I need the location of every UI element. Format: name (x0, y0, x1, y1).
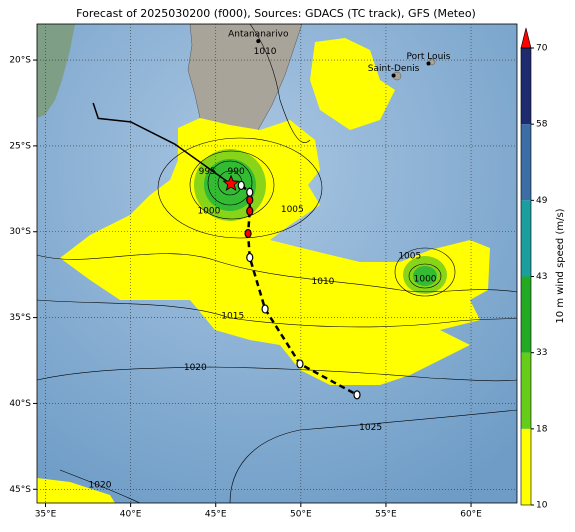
colorbar-tick-label: 10 (536, 501, 548, 511)
colorbar-tick-label: 43 (536, 272, 547, 282)
colorbar-segment (521, 200, 531, 277)
y-tick-label: 25°S (9, 141, 31, 151)
wind-area (413, 266, 437, 286)
x-tick-label: 40°E (120, 510, 142, 520)
isobar-label: 1015 (221, 311, 244, 321)
x-tick-label: 45°E (205, 510, 227, 520)
colorbar-segment (521, 428, 531, 505)
past-track (92, 102, 230, 184)
x-tick-label: 55°E (375, 510, 397, 520)
colorbar-tick-label: 58 (536, 120, 548, 130)
isobar-label: 1010 (312, 277, 335, 287)
colorbar-segment (521, 124, 531, 201)
colorbar-segment (521, 276, 531, 353)
y-tick-label: 35°S (9, 313, 31, 323)
isobar-label: 995 (199, 167, 216, 177)
track-point (246, 187, 254, 197)
track-point (296, 359, 304, 369)
plot-frame (36, 23, 518, 504)
isobar-label: 1010 (254, 47, 277, 57)
colorbar-segment (521, 352, 531, 429)
isobar-label: 1005 (281, 205, 304, 215)
city-marker (426, 61, 431, 66)
track-point (353, 390, 361, 400)
track-point (246, 195, 254, 205)
city-label: Antananarivo (228, 30, 289, 40)
data-layer: 35°E 40°E 45°E 50°E 55°E 60°E 20°S 25°S 30°S 35°S… (9, 24, 548, 520)
isobars (37, 24, 517, 503)
city-label: Port Louis (407, 52, 451, 62)
y-tick-label: 40°S (9, 399, 31, 409)
isobar-label: 990 (228, 167, 245, 177)
y-tick-label: 20°S (9, 56, 31, 66)
isobar-label: 1000 (414, 274, 437, 284)
city-label: Saint-Denis (368, 64, 420, 74)
colorbar-tick-label: 49 (536, 196, 548, 206)
y-tick-label: 30°S (9, 227, 31, 237)
africa (37, 24, 75, 118)
wind-area (37, 478, 115, 503)
storm-center (222, 174, 240, 192)
wind-area (60, 118, 490, 385)
track-point (261, 304, 269, 314)
isobar-label: 1020 (89, 480, 112, 490)
x-tick-label: 50°E (290, 510, 312, 520)
isobar-label: 1020 (184, 363, 207, 373)
wind-area (310, 38, 395, 130)
colorbar-tick-label: 18 (536, 424, 548, 434)
isobar-label: 1005 (398, 251, 421, 261)
city-marker (391, 73, 396, 78)
colorbar-tick-label: 33 (536, 348, 547, 358)
colorbar-label: 10 m wind speed (m/s) (555, 208, 566, 323)
track-point (237, 180, 245, 190)
colorbar-extend (520, 27, 532, 49)
x-tick-label: 35°E (35, 510, 57, 520)
y-tick-label: 45°S (9, 485, 31, 495)
x-tick-label: 60°E (460, 510, 482, 520)
city-marker (256, 39, 261, 44)
track-point (246, 252, 254, 263)
map-area (37, 24, 517, 503)
colorbar-segment (521, 48, 531, 125)
colorbar-tick-label: 70 (536, 44, 548, 54)
isobar-label: 1025 (359, 423, 382, 433)
map-title: Forecast of 2025030200 (f000), Sources: … (76, 7, 476, 20)
track-point (246, 206, 254, 216)
track-point (244, 228, 252, 239)
isobar-label: 1000 (197, 207, 220, 217)
